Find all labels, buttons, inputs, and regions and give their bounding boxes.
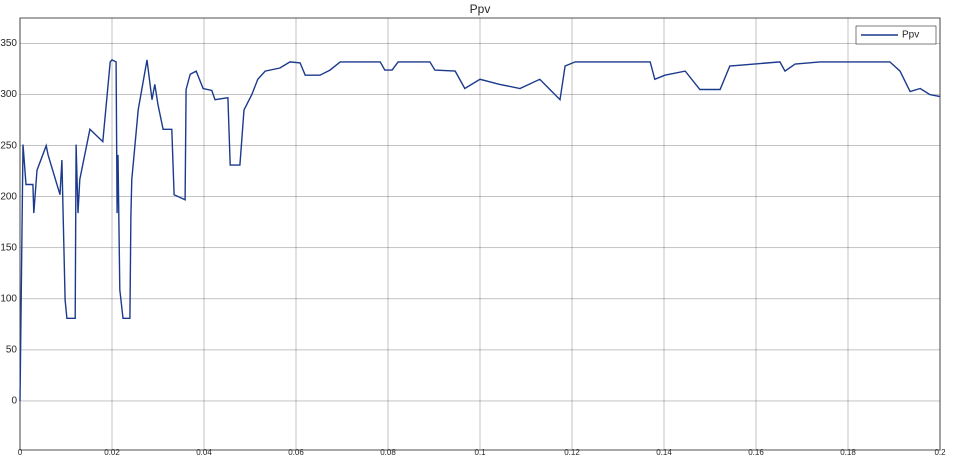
- chart-title: Ppv: [470, 2, 491, 16]
- x-tick-label: 0: [18, 448, 23, 456]
- y-tick-label: 100: [0, 293, 17, 304]
- x-tick-label: 0.06: [288, 448, 304, 456]
- x-tick-label: 0.02: [104, 448, 120, 456]
- x-tick-label: 0.1: [474, 448, 486, 456]
- y-tick-label: 200: [0, 191, 17, 202]
- x-tick-label: 0.14: [656, 448, 672, 456]
- x-tick-label: 0.16: [748, 448, 764, 456]
- x-tick-label: 0.08: [380, 448, 396, 456]
- y-tick-label: 250: [0, 140, 17, 151]
- data-line: [19, 59, 941, 402]
- x-tick-label: 0.18: [840, 448, 856, 456]
- y-tick-label: 300: [0, 89, 17, 100]
- y-tick-label: 50: [6, 345, 18, 356]
- y-tick-label: 350: [0, 38, 17, 49]
- y-tick-label: 150: [0, 242, 17, 253]
- x-tick-label: 0.04: [196, 448, 212, 456]
- y-tick-label: 0: [11, 396, 17, 407]
- x-tick-label: 0.2: [934, 448, 946, 456]
- x-tick-label: 0.12: [564, 448, 580, 456]
- legend-label: Ppv: [902, 30, 919, 41]
